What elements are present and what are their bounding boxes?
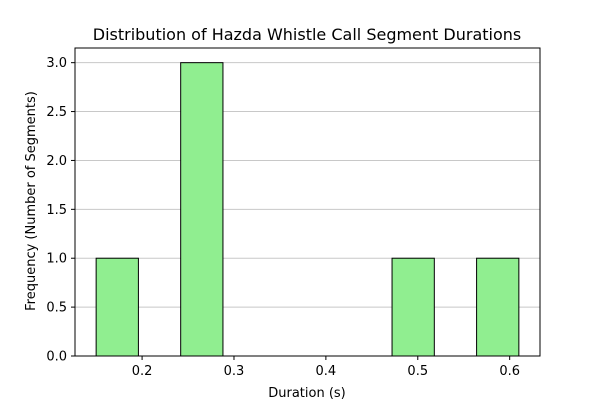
histogram-bar [95,257,139,357]
histogram-bar [180,62,224,357]
y-grid [75,62,540,357]
x-tick-label: 0.2 [132,364,153,379]
y-tick-label: 2.5 [46,105,67,120]
y-axis-label: Frequency (Number of Segments) [24,91,39,311]
x-axis-label: Duration (s) [268,386,346,400]
x-axis-ticks: 0.2 0.3 0.4 0.5 0.6 [132,356,520,379]
chart-title: Distribution of Hazda Whistle Call Segme… [93,25,521,44]
x-tick-label: 0.6 [499,364,520,379]
bars [95,62,520,357]
x-tick-label: 0.5 [407,364,428,379]
y-axis-ticks: 0.0 0.5 1.0 1.5 2.0 2.5 3.0 [46,56,75,365]
y-tick-label: 1.0 [46,252,67,267]
y-tick-label: 3.0 [46,56,67,71]
x-tick-label: 0.3 [224,364,245,379]
histogram-bar [391,257,435,357]
plot-frame [74,47,541,357]
y-tick-label: 1.5 [46,203,67,218]
y-tick-label: 0.5 [46,301,67,316]
y-tick-label: 2.0 [46,154,67,169]
histogram-bar [476,257,520,357]
x-tick-label: 0.4 [316,364,337,379]
y-tick-label: 0.0 [46,350,67,365]
